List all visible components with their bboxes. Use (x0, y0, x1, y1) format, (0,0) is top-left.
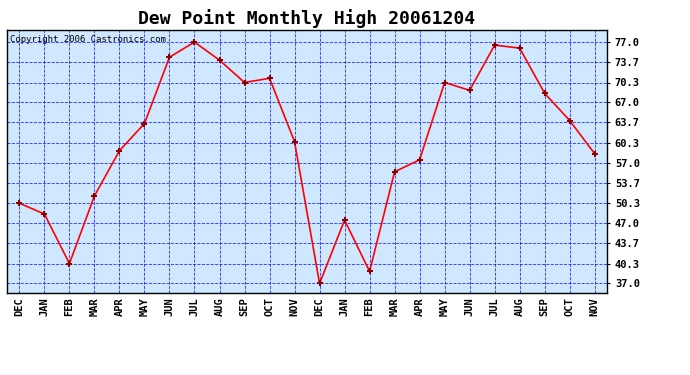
Text: Copyright 2006 Castronics.com: Copyright 2006 Castronics.com (10, 35, 166, 44)
Title: Dew Point Monthly High 20061204: Dew Point Monthly High 20061204 (139, 9, 475, 28)
